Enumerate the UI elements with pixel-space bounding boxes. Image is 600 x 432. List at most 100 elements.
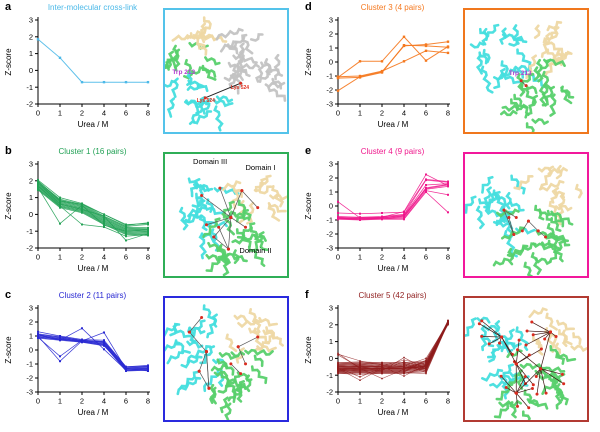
svg-text:2: 2 xyxy=(29,318,33,327)
svg-text:2: 2 xyxy=(380,397,384,406)
svg-text:1: 1 xyxy=(329,188,333,197)
line-chart-d: -3 -2 -1 0 1 2 3 0 1 2 4 6 8 Urea / M Z-score xyxy=(304,16,450,129)
svg-text:2: 2 xyxy=(329,30,333,39)
svg-text:3: 3 xyxy=(329,16,333,25)
svg-text:0: 0 xyxy=(36,397,40,406)
svg-text:Z-score: Z-score xyxy=(304,192,313,220)
svg-text:0: 0 xyxy=(329,58,333,67)
svg-text:Urea / M: Urea / M xyxy=(78,120,109,129)
svg-text:4: 4 xyxy=(402,253,406,262)
svg-text:1: 1 xyxy=(329,337,333,346)
svg-text:0: 0 xyxy=(29,346,33,355)
domain-i-label: Domain I xyxy=(245,162,276,172)
svg-text:Urea / M: Urea / M xyxy=(378,408,409,417)
svg-text:2: 2 xyxy=(80,397,84,406)
residue-label-trp213-d: Trp 213 xyxy=(508,70,532,77)
svg-text:2: 2 xyxy=(29,32,33,41)
protein-structure-c xyxy=(165,304,284,420)
panel-letter-c: c xyxy=(5,289,12,301)
svg-text:-1: -1 xyxy=(326,216,333,225)
svg-text:3: 3 xyxy=(29,160,33,169)
svg-text:Z-score: Z-score xyxy=(4,192,13,220)
svg-text:0: 0 xyxy=(36,109,40,118)
panel-b-chart-cell: b Cluster 1 (16 pairs) -2 -1 0 1 2 3 0 1 2 4 6 8 Ure… xyxy=(0,144,155,288)
svg-text:6: 6 xyxy=(124,397,128,406)
svg-text:-1: -1 xyxy=(326,371,333,380)
svg-text:2: 2 xyxy=(380,253,384,262)
structure-box-b: Domain III Domain I Domain II xyxy=(163,152,289,278)
svg-text:8: 8 xyxy=(146,397,150,406)
svg-text:-2: -2 xyxy=(326,388,333,397)
svg-text:-1: -1 xyxy=(26,83,33,92)
panel-d-structure-cell: Trp 213 xyxy=(455,0,600,144)
svg-text:1: 1 xyxy=(29,332,33,341)
chart-title-e: Cluster 4 (9 pairs) xyxy=(360,147,425,156)
svg-text:1: 1 xyxy=(58,397,62,406)
svg-text:1: 1 xyxy=(29,49,33,58)
domain-ii-label: Domain II xyxy=(239,245,272,255)
panel-letter-e: e xyxy=(305,145,312,157)
svg-text:0: 0 xyxy=(329,354,333,363)
svg-text:8: 8 xyxy=(446,253,450,262)
svg-text:-3: -3 xyxy=(26,388,33,397)
protein-structure-e xyxy=(465,164,583,276)
svg-text:0: 0 xyxy=(336,397,340,406)
svg-text:-2: -2 xyxy=(26,100,33,109)
svg-text:0: 0 xyxy=(29,210,33,219)
svg-text:3: 3 xyxy=(29,304,33,313)
svg-text:2: 2 xyxy=(80,109,84,118)
domain-iii-label: Domain III xyxy=(193,156,228,166)
panel-c-chart-cell: c Cluster 2 (11 pairs) -3 -2 -1 0 1 2 3 0 1 2 4 6 8 U… xyxy=(0,288,155,432)
svg-text:Urea / M: Urea / M xyxy=(78,264,109,273)
panel-letter-d: d xyxy=(305,1,312,13)
svg-text:8: 8 xyxy=(146,109,150,118)
chart-title-a: Inter-molecular cross-link xyxy=(47,3,138,12)
svg-text:6: 6 xyxy=(424,109,428,118)
panel-a-chart-cell: a Inter-molecular cross-link -2 -1 0 1 2 3 0 1 2… xyxy=(0,0,155,144)
svg-text:8: 8 xyxy=(446,397,450,406)
panel-letter-b: b xyxy=(5,145,12,157)
svg-text:2: 2 xyxy=(329,320,333,329)
svg-text:4: 4 xyxy=(102,397,106,406)
svg-text:-1: -1 xyxy=(26,360,33,369)
panel-e-chart-cell: e Cluster 4 (9 pairs) -3 -2 -1 0 1 2 3 0 1 2 4 6 8 Ur… xyxy=(300,144,455,288)
protein-structure-b xyxy=(178,174,287,276)
structure-box-e xyxy=(463,152,589,278)
line-chart-e: -3 -2 -1 0 1 2 3 0 1 2 4 6 8 Urea / M Z-score xyxy=(304,160,450,273)
svg-text:2: 2 xyxy=(80,253,84,262)
svg-text:6: 6 xyxy=(124,253,128,262)
svg-text:4: 4 xyxy=(102,253,106,262)
svg-text:3: 3 xyxy=(329,304,333,313)
structure-box-a: Trp 213 Lys 524 Lys 524 xyxy=(163,8,289,134)
panel-c-structure-cell xyxy=(155,288,300,432)
svg-text:0: 0 xyxy=(329,202,333,211)
panel-a-structure-cell: Trp 213 Lys 524 Lys 524 xyxy=(155,0,300,144)
protein-structure-f xyxy=(465,307,587,420)
svg-text:0: 0 xyxy=(29,66,33,75)
chart-title-c: Cluster 2 (11 pairs) xyxy=(58,291,127,300)
svg-text:-1: -1 xyxy=(326,72,333,81)
svg-text:-3: -3 xyxy=(326,244,333,253)
svg-text:-1: -1 xyxy=(26,227,33,236)
svg-text:3: 3 xyxy=(29,16,33,25)
svg-text:Z-score: Z-score xyxy=(4,336,13,364)
line-chart-f: -2 -1 0 1 2 3 0 1 2 4 6 8 Urea / M Z-score xyxy=(304,304,450,417)
svg-text:Urea / M: Urea / M xyxy=(78,408,109,417)
svg-text:3: 3 xyxy=(329,160,333,169)
protein-structure-d xyxy=(469,20,575,132)
svg-text:1: 1 xyxy=(58,109,62,118)
structure-box-c xyxy=(163,296,289,422)
svg-text:Z-score: Z-score xyxy=(304,48,313,76)
svg-text:4: 4 xyxy=(402,109,406,118)
panel-letter-a: a xyxy=(5,1,12,13)
svg-text:4: 4 xyxy=(102,109,106,118)
svg-text:1: 1 xyxy=(58,253,62,262)
chart-title-d: Cluster 3 (4 pairs) xyxy=(360,3,425,12)
svg-text:1: 1 xyxy=(29,193,33,202)
svg-text:6: 6 xyxy=(124,109,128,118)
svg-text:6: 6 xyxy=(424,397,428,406)
residue-label-trp213: Trp 213 xyxy=(172,68,196,76)
panel-b-structure-cell: Domain III Domain I Domain II xyxy=(155,144,300,288)
svg-text:-2: -2 xyxy=(326,230,333,239)
